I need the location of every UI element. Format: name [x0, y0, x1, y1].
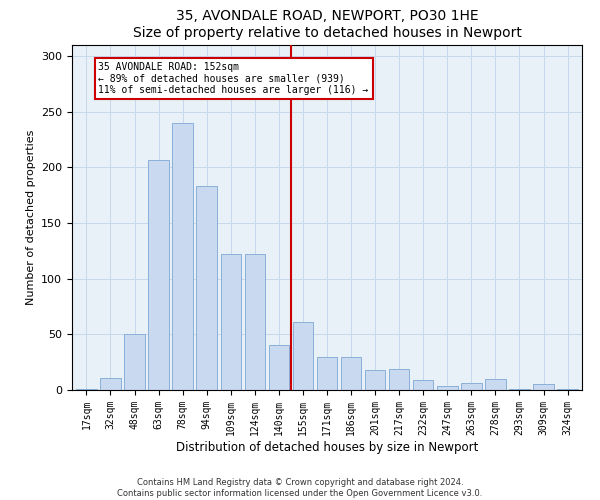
Y-axis label: Number of detached properties: Number of detached properties	[26, 130, 35, 305]
Bar	[76, 389, 97, 390]
Bar	[365, 370, 385, 390]
Bar	[245, 254, 265, 390]
Bar	[100, 378, 121, 390]
Bar	[389, 369, 409, 390]
Bar	[124, 334, 145, 390]
Bar	[341, 356, 361, 390]
Bar	[317, 356, 337, 390]
Bar	[437, 386, 458, 390]
Text: Contains HM Land Registry data © Crown copyright and database right 2024.
Contai: Contains HM Land Registry data © Crown c…	[118, 478, 482, 498]
Bar	[509, 389, 530, 390]
Bar	[196, 186, 217, 390]
Bar	[148, 160, 169, 390]
Text: 35 AVONDALE ROAD: 152sqm
← 89% of detached houses are smaller (939)
11% of semi-: 35 AVONDALE ROAD: 152sqm ← 89% of detach…	[98, 62, 369, 95]
Bar	[221, 254, 241, 390]
Bar	[557, 389, 578, 390]
Bar	[172, 123, 193, 390]
Bar	[461, 384, 482, 390]
X-axis label: Distribution of detached houses by size in Newport: Distribution of detached houses by size …	[176, 440, 478, 454]
Bar	[269, 346, 289, 390]
Title: 35, AVONDALE ROAD, NEWPORT, PO30 1HE
Size of property relative to detached house: 35, AVONDALE ROAD, NEWPORT, PO30 1HE Siz…	[133, 10, 521, 40]
Bar	[293, 322, 313, 390]
Bar	[485, 379, 506, 390]
Bar	[533, 384, 554, 390]
Bar	[413, 380, 433, 390]
